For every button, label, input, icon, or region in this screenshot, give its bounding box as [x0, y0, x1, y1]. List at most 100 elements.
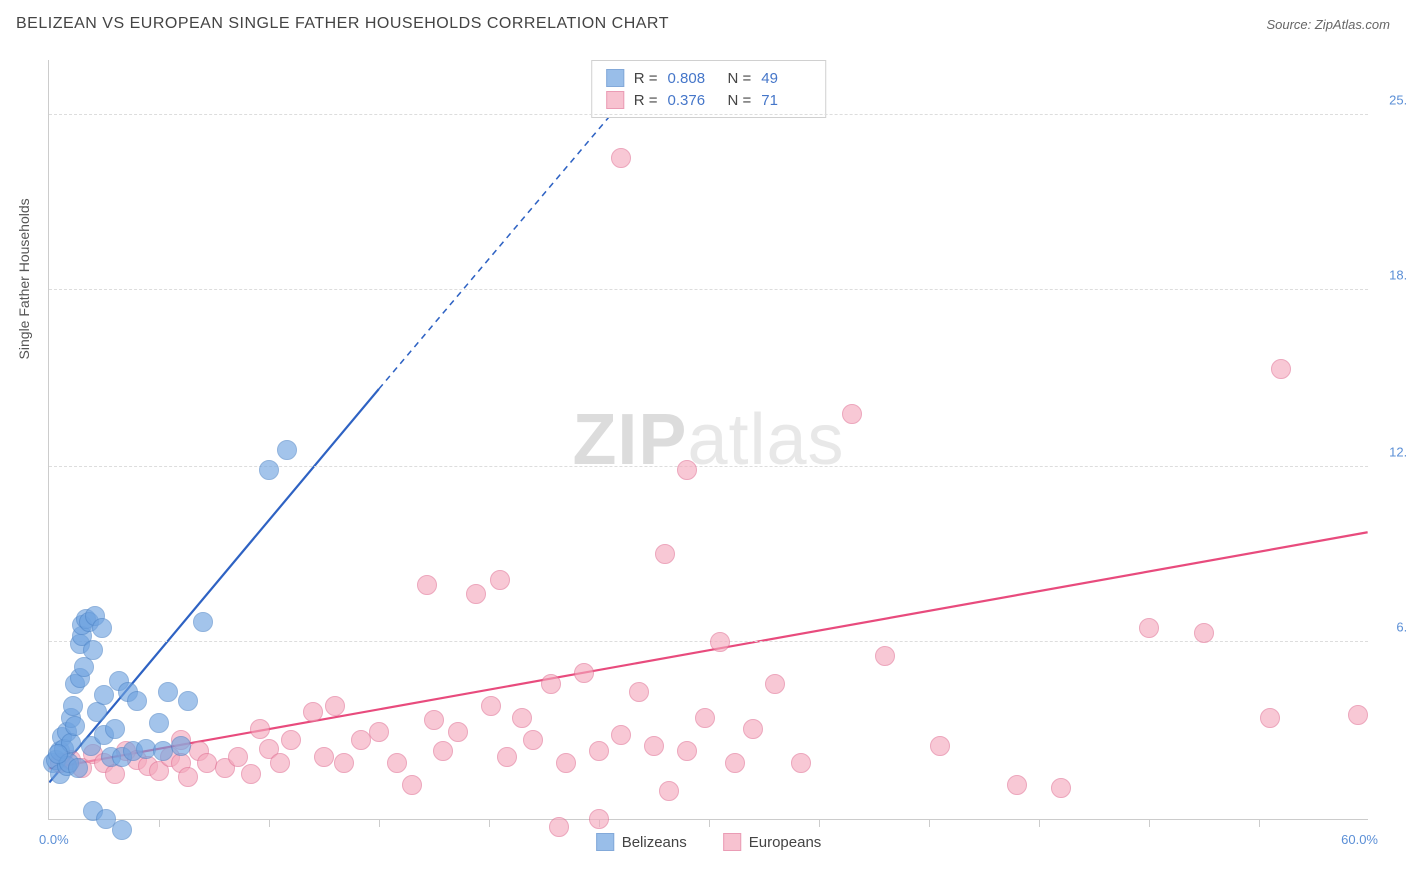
swatch-belizeans — [606, 69, 624, 87]
data-point — [556, 753, 576, 773]
watermark: ZIPatlas — [572, 399, 844, 481]
x-tick — [489, 819, 490, 827]
x-tick — [159, 819, 160, 827]
stat-r-value-europeans: 0.376 — [668, 92, 718, 109]
data-point — [92, 618, 112, 638]
y-tick-label: 12.5% — [1389, 445, 1406, 460]
legend-swatch-europeans — [723, 833, 741, 851]
data-point — [48, 744, 68, 764]
stat-n-label: N = — [728, 92, 752, 109]
data-point — [644, 736, 664, 756]
y-tick-label: 25.0% — [1389, 93, 1406, 108]
data-point — [1051, 778, 1071, 798]
y-axis-title: Single Father Households — [16, 198, 32, 359]
stat-n-value-belizeans: 49 — [761, 70, 811, 87]
legend-label-europeans: Europeans — [749, 834, 822, 851]
data-point — [402, 775, 422, 795]
chart-header: BELIZEAN VS EUROPEAN SINGLE FATHER HOUSE… — [0, 0, 1406, 48]
gridline — [49, 641, 1368, 642]
data-point — [65, 716, 85, 736]
y-tick-label: 18.8% — [1389, 267, 1406, 282]
legend-swatch-belizeans — [596, 833, 614, 851]
data-point — [127, 691, 147, 711]
data-point — [228, 747, 248, 767]
source-name: ZipAtlas.com — [1315, 17, 1390, 32]
watermark-left: ZIP — [572, 400, 687, 480]
stat-n-value-europeans: 71 — [761, 92, 811, 109]
data-point — [178, 767, 198, 787]
data-point — [158, 682, 178, 702]
data-point — [369, 722, 389, 742]
data-point — [695, 708, 715, 728]
x-axis-max-label: 60.0% — [1341, 832, 1378, 847]
watermark-right: atlas — [687, 400, 844, 480]
stats-row-europeans: R = 0.376 N = 71 — [606, 89, 812, 111]
data-point — [589, 809, 609, 829]
data-point — [1260, 708, 1280, 728]
x-tick — [819, 819, 820, 827]
source-attribution: Source: ZipAtlas.com — [1266, 17, 1390, 32]
data-point — [1007, 775, 1027, 795]
swatch-europeans — [606, 91, 624, 109]
stat-r-label: R = — [634, 92, 658, 109]
data-point — [1348, 705, 1368, 725]
x-axis-min-label: 0.0% — [39, 832, 69, 847]
data-point — [523, 730, 543, 750]
data-point — [611, 725, 631, 745]
data-point — [149, 713, 169, 733]
data-point — [466, 584, 486, 604]
data-point — [448, 722, 468, 742]
x-tick — [269, 819, 270, 827]
data-point — [417, 575, 437, 595]
data-point — [178, 691, 198, 711]
data-point — [659, 781, 679, 801]
data-point — [270, 753, 290, 773]
chart-title: BELIZEAN VS EUROPEAN SINGLE FATHER HOUSE… — [16, 15, 669, 33]
data-point — [193, 612, 213, 632]
data-point — [250, 719, 270, 739]
x-tick — [1039, 819, 1040, 827]
gridline — [49, 114, 1368, 115]
data-point — [791, 753, 811, 773]
series-legend: Belizeans Europeans — [596, 833, 822, 851]
data-point — [259, 460, 279, 480]
data-point — [743, 719, 763, 739]
x-tick — [379, 819, 380, 827]
data-point — [63, 696, 83, 716]
data-point — [303, 702, 323, 722]
data-point — [710, 632, 730, 652]
data-point — [94, 685, 114, 705]
data-point — [171, 736, 191, 756]
data-point — [629, 682, 649, 702]
data-point — [83, 640, 103, 660]
data-point — [281, 730, 301, 750]
data-point — [541, 674, 561, 694]
data-point — [677, 460, 697, 480]
x-tick — [1149, 819, 1150, 827]
data-point — [314, 747, 334, 767]
legend-label-belizeans: Belizeans — [622, 834, 687, 851]
plot-area: ZIPatlas R = 0.808 N = 49 R = 0.376 N = … — [48, 60, 1368, 820]
data-point — [325, 696, 345, 716]
data-point — [512, 708, 532, 728]
data-point — [241, 764, 261, 784]
data-point — [725, 753, 745, 773]
stat-n-label: N = — [728, 70, 752, 87]
data-point — [1271, 359, 1291, 379]
data-point — [387, 753, 407, 773]
data-point — [765, 674, 785, 694]
data-point — [112, 820, 132, 840]
data-point — [574, 663, 594, 683]
data-point — [549, 817, 569, 837]
data-point — [497, 747, 517, 767]
source-prefix: Source: — [1266, 17, 1314, 32]
legend-item-belizeans: Belizeans — [596, 833, 687, 851]
data-point — [611, 148, 631, 168]
data-point — [1194, 623, 1214, 643]
data-point — [1139, 618, 1159, 638]
data-point — [875, 646, 895, 666]
data-point — [655, 544, 675, 564]
trend-lines-layer — [49, 60, 1368, 819]
data-point — [277, 440, 297, 460]
stat-r-label: R = — [634, 70, 658, 87]
